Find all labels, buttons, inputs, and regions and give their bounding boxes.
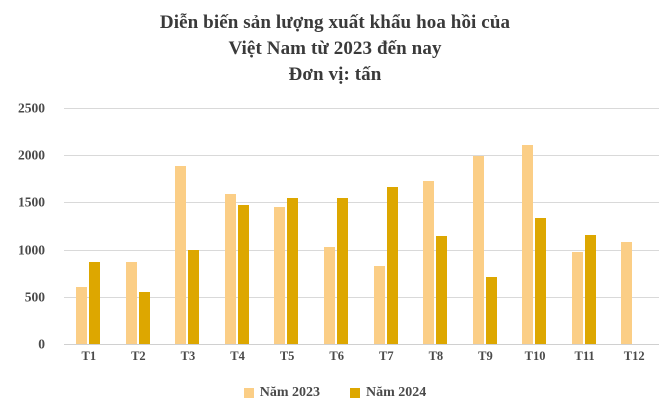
chart-title-line-2: Việt Nam từ 2023 đến nay [228,38,442,59]
x-axis: T1 T2 T3 T4 T5 T6 T7 T8 T9 T10 T11 T12 [64,348,659,368]
x-axis-tick-label-T2: T2 [131,349,146,363]
x-axis-tick-label-T1: T1 [81,349,97,363]
bar-T11-năm-2023[interactable] [571,252,583,344]
y-axis-tick-label: 500 [24,289,45,305]
x-axis-tick-label-T10: T10 [524,349,546,363]
bar-T2-năm-2024[interactable] [138,292,150,344]
legend-label: Năm 2024 [366,385,427,400]
y-axis-tick-label: 1000 [18,241,45,257]
x-axis-tick-label-T12: T12 [623,349,645,363]
gridline-2500 [64,108,659,109]
gridline-2000 [64,155,659,157]
bar-group [114,108,164,344]
y-axis-tick-label: 0 [38,336,45,352]
bar-T3-năm-2023[interactable] [175,165,187,344]
chart-title-line-1: Diễn biến sản lượng xuất khẩu hoa hồi củ… [159,12,511,33]
bar-group [213,108,263,344]
chart-title: Diễn biến sản lượng xuất khẩu hoa hồi củ… [0,10,670,88]
bar-T9-năm-2023[interactable] [472,156,484,344]
bar-T2-năm-2023[interactable] [125,261,137,344]
bar-T10-năm-2023[interactable] [522,144,534,344]
legend-item[interactable]: Năm 2023 [243,385,320,400]
legend-swatch-icon [350,388,360,398]
x-axis-tick-label-T7: T7 [378,349,394,363]
bar-T10-năm-2024[interactable] [535,218,547,344]
plot-area: 0 500 1000 1500 2000 2500 [18,101,659,350]
x-axis-tick-label-T9: T9 [478,349,493,363]
gridline-1000 [64,249,659,251]
bar-group [411,108,461,344]
bar-T6-năm-2024[interactable] [336,197,348,344]
bar-group [163,108,213,344]
bar-group [312,108,362,344]
bar-group [609,108,659,344]
bar-T8-năm-2024[interactable] [436,236,448,344]
y-axis-tick-label: 2000 [18,147,45,163]
x-axis-tick-label-T11: T11 [574,349,595,363]
bar-T4-năm-2024[interactable] [237,205,249,344]
bar-T9-năm-2024[interactable] [485,276,497,344]
y-axis-tick-label: 1500 [18,194,45,210]
bar-T5-năm-2024[interactable] [287,197,299,344]
chart-legend: Năm 2023 Năm 2024 [0,386,670,400]
bar-T1-năm-2023[interactable] [76,287,87,344]
x-axis-tick-label-T4: T4 [230,349,245,363]
bar-T3-năm-2024[interactable] [188,249,200,344]
bars-layer [64,108,659,344]
bar-group [262,108,312,344]
legend-item[interactable]: Năm 2024 [350,386,426,400]
gridline-1500 [64,202,659,204]
bar-group [64,108,114,344]
legend-swatch-icon [243,388,254,398]
bar-group [510,108,560,344]
gridline-500 [64,296,659,298]
x-axis-tick-label-T6: T6 [329,349,344,363]
gridline-0 [64,344,659,345]
x-axis-tick-label-T8: T8 [428,349,444,363]
legend-label: Năm 2023 [259,385,320,400]
bar-group [362,108,412,344]
bar-T8-năm-2023[interactable] [423,180,435,344]
bar-T6-năm-2023[interactable] [323,246,335,344]
bar-T11-năm-2024[interactable] [584,235,596,344]
y-axis-tick-label: 2500 [18,100,45,116]
bar-T5-năm-2023[interactable] [274,207,286,344]
x-axis-tick-label-T5: T5 [279,349,295,363]
bar-T4-năm-2023[interactable] [224,193,236,344]
bar-T12-năm-2023[interactable] [621,242,633,344]
x-axis-tick-label-T3: T3 [180,349,196,363]
bar-group [461,108,511,344]
bar-T1-năm-2024[interactable] [89,261,100,344]
bar-T7-năm-2024[interactable] [386,187,398,344]
bar-T7-năm-2023[interactable] [373,265,385,344]
bar-group [560,108,610,344]
chart-title-line-3: Đơn vị: tấn [288,64,382,85]
